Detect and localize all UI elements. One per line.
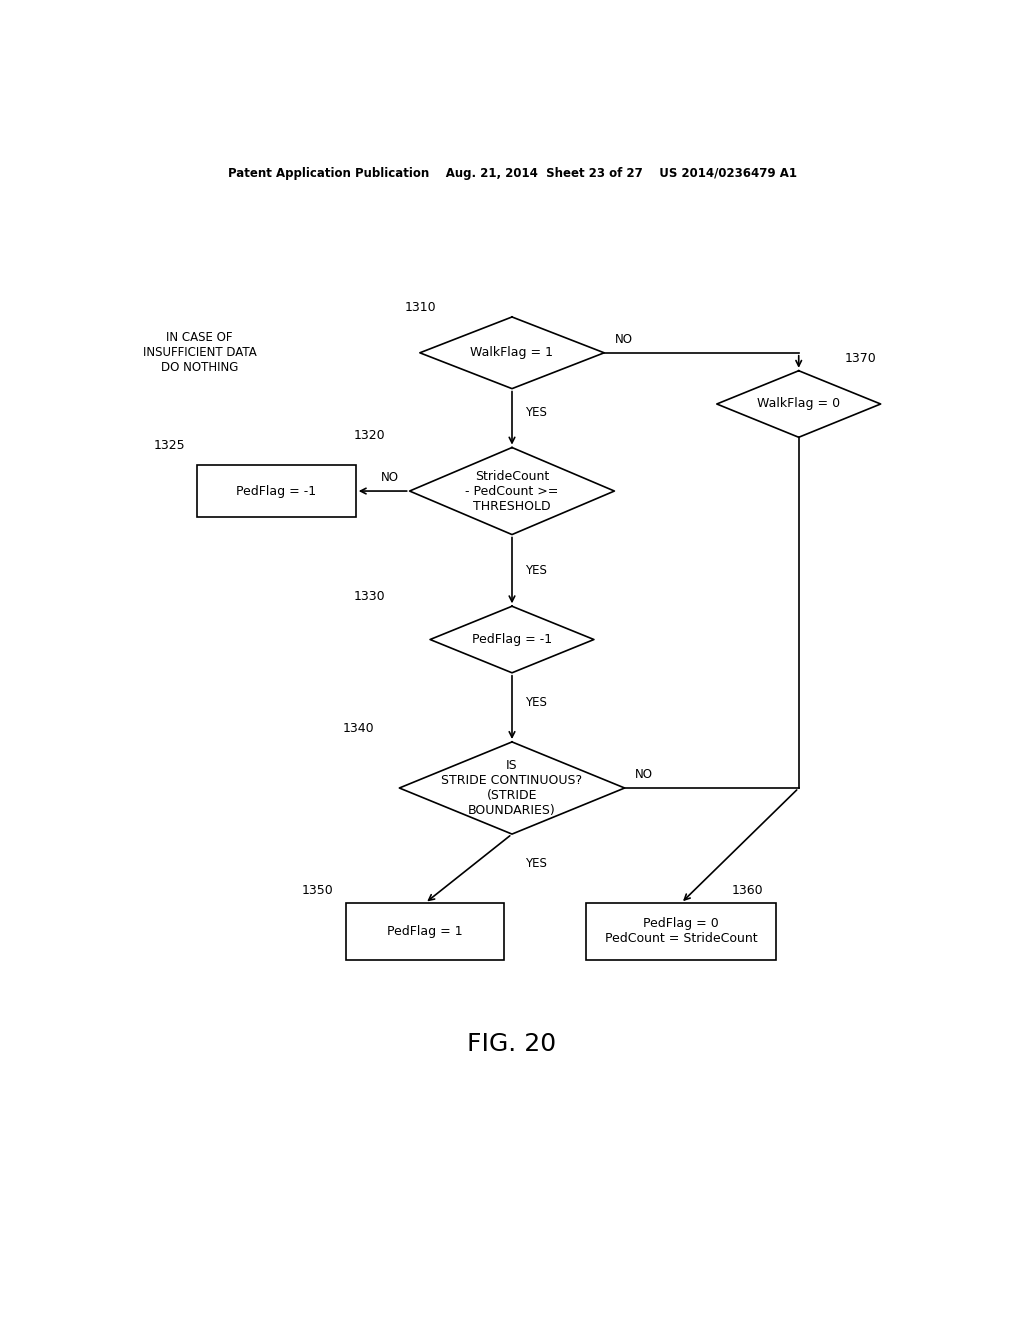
Text: NO: NO bbox=[614, 333, 633, 346]
FancyBboxPatch shape bbox=[345, 903, 504, 960]
Text: 1320: 1320 bbox=[353, 429, 385, 442]
Text: NO: NO bbox=[635, 768, 653, 781]
Text: 1370: 1370 bbox=[845, 352, 877, 366]
Text: YES: YES bbox=[525, 696, 547, 709]
Text: YES: YES bbox=[525, 564, 547, 577]
Text: PedFlag = 1: PedFlag = 1 bbox=[387, 925, 463, 937]
Text: 1310: 1310 bbox=[404, 301, 436, 314]
Text: YES: YES bbox=[525, 407, 547, 420]
Text: PedFlag = 0
PedCount = StrideCount: PedFlag = 0 PedCount = StrideCount bbox=[604, 917, 758, 945]
Text: PedFlag = -1: PedFlag = -1 bbox=[237, 484, 316, 498]
Text: WalkFlag = 0: WalkFlag = 0 bbox=[757, 397, 841, 411]
Text: YES: YES bbox=[525, 857, 547, 870]
Text: WalkFlag = 1: WalkFlag = 1 bbox=[470, 346, 554, 359]
Text: NO: NO bbox=[381, 471, 399, 484]
FancyBboxPatch shape bbox=[197, 466, 356, 516]
Text: PedFlag = -1: PedFlag = -1 bbox=[472, 634, 552, 645]
Text: 1330: 1330 bbox=[353, 590, 385, 603]
Text: 1360: 1360 bbox=[732, 883, 764, 896]
FancyBboxPatch shape bbox=[586, 903, 776, 960]
Text: StrideCount
- PedCount >=
THRESHOLD: StrideCount - PedCount >= THRESHOLD bbox=[465, 470, 559, 512]
Text: IN CASE OF
INSUFFICIENT DATA
DO NOTHING: IN CASE OF INSUFFICIENT DATA DO NOTHING bbox=[142, 331, 257, 375]
Text: FIG. 20: FIG. 20 bbox=[467, 1032, 557, 1056]
Text: 1340: 1340 bbox=[343, 722, 375, 735]
Text: 1325: 1325 bbox=[154, 440, 185, 453]
Text: 1350: 1350 bbox=[302, 883, 334, 896]
Text: IS
STRIDE CONTINUOUS?
(STRIDE
BOUNDARIES): IS STRIDE CONTINUOUS? (STRIDE BOUNDARIES… bbox=[441, 759, 583, 817]
Text: Patent Application Publication    Aug. 21, 2014  Sheet 23 of 27    US 2014/02364: Patent Application Publication Aug. 21, … bbox=[227, 168, 797, 180]
